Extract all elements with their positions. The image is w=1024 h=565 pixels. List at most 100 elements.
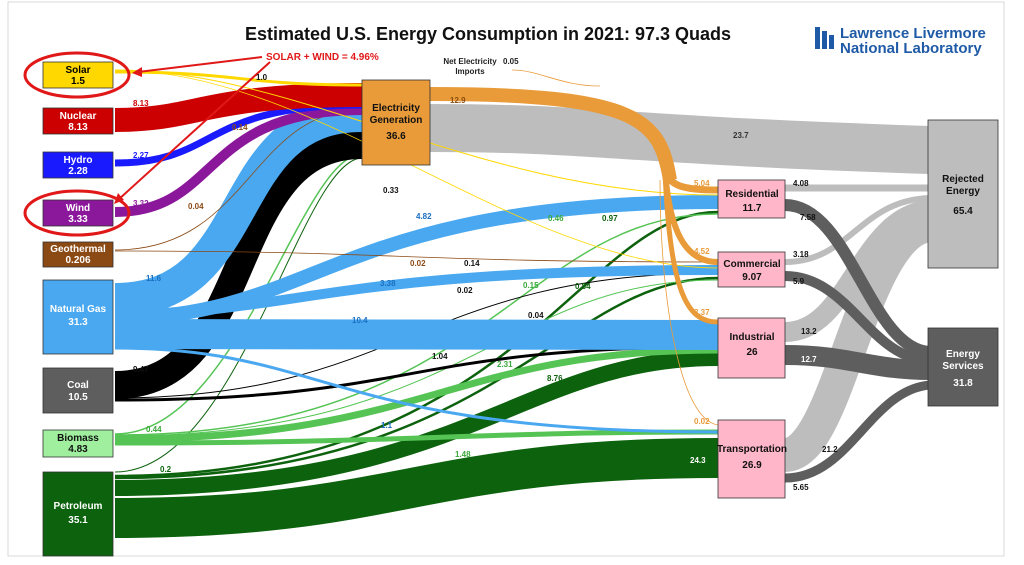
flow-label-pet-ind: 8.76: [547, 374, 563, 383]
flow-label-coal-ind: 1.04: [432, 352, 448, 361]
flow-label-com-rej: 3.18: [793, 250, 809, 259]
flow-elec-ind: [662, 169, 719, 325]
rejected-label-2: Energy: [946, 186, 980, 197]
flow-label-bio-ind: 2.31: [497, 360, 513, 369]
wind-value: 3.33: [68, 214, 88, 225]
services-box: [927, 327, 999, 407]
flow-geo-com: [114, 250, 719, 263]
flow-bio-ind: [114, 346, 719, 443]
flow-elec-sectors: [429, 87, 677, 182]
flow-label-bio-res: 0.46: [548, 214, 564, 223]
geothermal-value: 0.206: [65, 255, 90, 266]
flow-label-bio-com: 0.15: [523, 281, 539, 290]
flow-gas-ind: [114, 319, 719, 350]
flow-trn-services: [784, 380, 931, 483]
transportation-value: 26.9: [742, 460, 762, 471]
source-geothermal: Geothermal 0.206: [42, 241, 114, 268]
electricity-generation-node: Electricity Generation 36.6: [361, 79, 431, 166]
wind-highlight-ellipse: [23, 189, 131, 237]
coal-value: 10.5: [68, 392, 88, 403]
flow-wind-elec: [114, 105, 363, 217]
nuclear-label: Nuclear: [60, 111, 97, 122]
callout-arrow-wind: [117, 61, 271, 201]
flow-trn-rejected: [781, 208, 934, 472]
electricity-label-2: Generation: [370, 115, 423, 126]
flow-label-com-srv: 5.9: [793, 277, 805, 286]
geothermal-label: Geothermal: [50, 244, 106, 255]
flow-label-elec-com: 4.52: [694, 247, 710, 256]
flow-pet-ind: [114, 350, 719, 496]
flow-label-gas-trn: 1.1: [381, 421, 393, 430]
flow-nuclear-elec: [114, 83, 363, 132]
hydro-label: Hydro: [64, 155, 93, 166]
flow-res-services: [784, 199, 931, 358]
highlight-annotations: SOLAR + WIND = 4.96%: [23, 51, 379, 237]
source-nuclear: Nuclear 8.13: [42, 107, 114, 135]
commercial-box: [717, 251, 786, 288]
industrial-value: 26: [746, 347, 758, 358]
logo-line-1: Lawrence Livermore: [840, 25, 986, 42]
flow-label-pet-res: 0.97: [602, 214, 618, 223]
sink-energy-services: Energy Services 31.8: [927, 327, 999, 407]
flow-label-bio-elec: 0.44: [146, 425, 162, 434]
services-value: 31.8: [953, 378, 973, 389]
net-imports-value: 0.05: [503, 57, 519, 66]
logo-mark-bar-2: [822, 31, 827, 49]
hydro-value: 2.28: [68, 166, 88, 177]
slide-border: [7, 1, 1005, 557]
nuclear-value: 8.13: [68, 122, 88, 133]
flow-label-pet-elec: 0.2: [160, 465, 172, 474]
logo-mark-bar-1: [815, 27, 820, 49]
wind-box: [42, 199, 114, 227]
flow-label-gas-res: 4.82: [416, 212, 432, 221]
solar-value: 1.5: [71, 76, 85, 87]
flow-gas-elec: [114, 98, 363, 317]
industrial-label: Industrial: [729, 332, 774, 343]
flow-ind-services: [784, 345, 931, 380]
flow-label-coal-com: 0.02: [457, 286, 473, 295]
residential-box: [717, 179, 786, 219]
flow-label-res-srv: 7.58: [800, 213, 816, 222]
flow-label-coal-elec: 9.47: [133, 365, 149, 374]
flow-label-geo-elec: 0.14: [232, 123, 248, 132]
flow-label-pet-com: 0.84: [575, 282, 591, 291]
rejected-box: [927, 119, 999, 269]
source-petroleum: Petroleum 35.1: [42, 471, 114, 557]
source-coal: Coal 10.5: [42, 367, 114, 414]
flow-label-trn-srv: 5.65: [793, 483, 809, 492]
wind-label: Wind: [66, 203, 90, 214]
nuclear-box: [42, 107, 114, 135]
flow-label-geo-res: 0.04: [188, 202, 204, 211]
flow-label-solar-com: 0.02: [410, 259, 426, 268]
flow-label-elec-rejected: 23.7: [733, 131, 749, 140]
electricity-value: 36.6: [386, 131, 406, 142]
flow-coal-elec: [114, 131, 363, 399]
electricity-box: [361, 79, 431, 166]
solar-wind-callout: SOLAR + WIND = 4.96%: [266, 52, 379, 63]
flow-value-labels: 1.0 8.13 2.27 3.32 0.14 0.04 11.6 9.47 0…: [133, 73, 838, 492]
services-label-2: Services: [942, 361, 984, 372]
flow-label-elec-trn: 0.02: [694, 417, 710, 426]
solar-box: [42, 61, 114, 89]
electricity-label-1: Electricity: [372, 103, 420, 114]
net-imports-label-2: Imports: [455, 67, 485, 76]
llnl-logo: Lawrence Livermore National Laboratory: [815, 25, 986, 57]
services-label-1: Energy: [946, 349, 980, 360]
solar-label: Solar: [65, 65, 90, 76]
flow-label-trn-rej: 21.2: [822, 445, 838, 454]
callout-arrow-solar: [137, 56, 263, 73]
flow-label-ind-rej: 13.2: [801, 327, 817, 336]
flow-label-elec-res: 5.04: [694, 179, 710, 188]
industrial-box: [717, 317, 786, 379]
flow-gas-res: [114, 195, 719, 325]
sector-industrial: Industrial 26: [717, 317, 786, 379]
hydro-box: [42, 151, 114, 179]
flow-label-gas-ind: 10.4: [352, 316, 368, 325]
petroleum-value: 35.1: [68, 515, 88, 526]
flow-label-bio-trn: 1.48: [455, 450, 471, 459]
source-wind: Wind 3.33: [42, 199, 114, 227]
commercial-value: 9.07: [742, 272, 762, 283]
flow-label-gas-elec: 11.6: [146, 274, 162, 283]
